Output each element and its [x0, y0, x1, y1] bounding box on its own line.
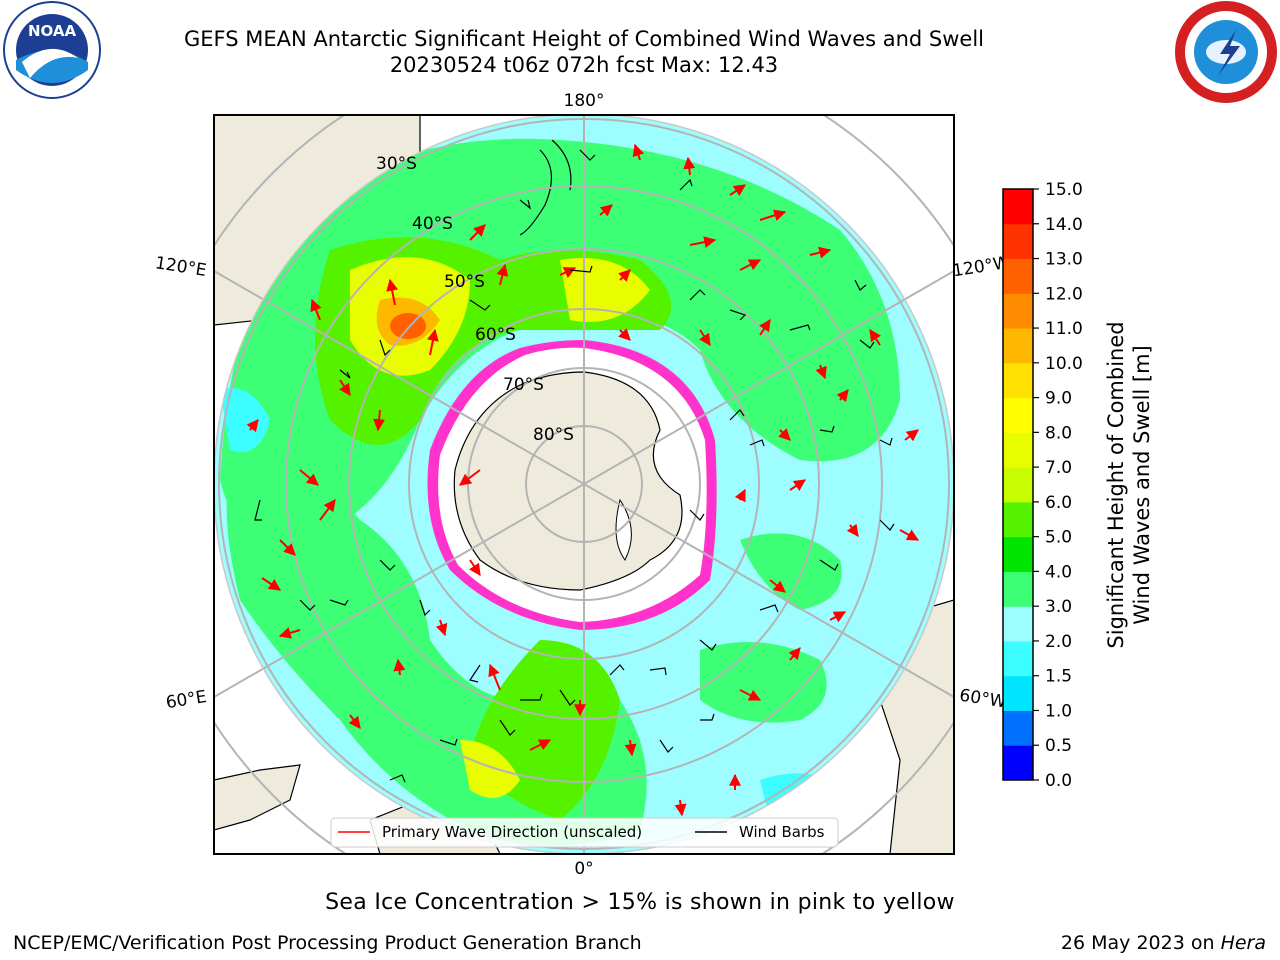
colorbar-tick-label: 14.0 [1045, 215, 1083, 235]
map-subtitle: 20230524 t06z 072h fcst Max: 12.43 [389, 53, 779, 77]
lat-label-80s: 80°S [533, 425, 574, 445]
colorbar-segment [1003, 223, 1033, 260]
colorbar-tick-label: 1.0 [1045, 701, 1072, 721]
colorbar-tick-label: 1.5 [1045, 667, 1072, 687]
colorbar-segment [1003, 467, 1033, 503]
colorbar-tick-label: 5.0 [1045, 528, 1072, 548]
colorbar-segment [1003, 258, 1033, 294]
footer-host: Hera [1220, 932, 1266, 954]
colorbar-label-line1: Significant Height of Combined [1104, 321, 1128, 648]
colorbar-segment [1003, 328, 1033, 364]
colorbar: 0.0 0.5 1.0 1.5 2.0 3.0 4.0 5.0 6.0 7.0 8.0 9.0 10.0… [1002, 180, 1083, 791]
colorbar-tick-label: 3.0 [1045, 597, 1072, 617]
latitude-labels: 30°S 40°S 50°S 60°S 70°S 80°S [376, 154, 574, 445]
nws-logo [1175, 1, 1277, 103]
noaa-logo-text: NOAA [28, 22, 77, 40]
colorbar-tick-label: 12.0 [1045, 284, 1083, 304]
colorbar-segment [1003, 397, 1033, 433]
colorbar-tick-label: 6.0 [1045, 493, 1072, 513]
colorbar-segment [1003, 293, 1033, 329]
colorbar-segment [1003, 606, 1033, 642]
colorbar-tick-label: 0.0 [1045, 771, 1072, 791]
wave-direction-arrows [246, 143, 920, 817]
colorbar-segment [1003, 710, 1033, 746]
colorbar-segment [1003, 362, 1033, 399]
colorbar-segment [1003, 640, 1033, 677]
colorbar-segment [1003, 571, 1033, 607]
colorbar-tick-label: 9.0 [1045, 389, 1072, 409]
lon-label-0: 0° [574, 859, 593, 879]
lon-label-60w: 60°W [958, 686, 1008, 713]
colorbar-segment [1003, 745, 1033, 781]
lat-label-50s: 50°S [444, 272, 485, 292]
sea-ice-note: Sea Ice Concentration > 15% is shown in … [325, 890, 955, 915]
legend-wave-direction: Primary Wave Direction (unscaled) [382, 823, 642, 841]
colorbar-tick-label: 11.0 [1045, 319, 1083, 339]
colorbar-segment [1003, 536, 1033, 572]
map-legend: Primary Wave Direction (unscaled) Wind B… [330, 817, 839, 848]
legend-wind-barbs: Wind Barbs [739, 823, 825, 841]
colorbar-tick-label: 8.0 [1045, 423, 1072, 443]
lon-label-180: 180° [564, 91, 605, 111]
map-title: GEFS MEAN Antarctic Significant Height o… [183, 27, 985, 51]
colorbar-frame [1002, 188, 1034, 781]
colorbar-tick-label: 15.0 [1045, 180, 1083, 200]
wind-barbs [254, 149, 895, 783]
noaa-logo: NOAA [3, 1, 101, 99]
footer-date: 26 May 2023 on Hera [1061, 932, 1266, 954]
lat-label-70s: 70°S [503, 375, 544, 395]
footer-date-text: 26 May 2023 on [1060, 932, 1221, 954]
lon-label-60e: 60°E [164, 687, 208, 713]
colorbar-tick-label: 13.0 [1045, 250, 1083, 270]
lat-label-40s: 40°S [412, 214, 453, 234]
colorbar-tick-label: 10.0 [1045, 354, 1083, 374]
colorbar-tick-label: 4.0 [1045, 562, 1072, 582]
lat-label-60s: 60°S [475, 325, 516, 345]
lat-label-30s: 30°S [376, 154, 417, 174]
colorbar-tick-label: 7.0 [1045, 458, 1072, 478]
colorbar-segment [1003, 501, 1033, 538]
footer-org: NCEP/EMC/Verification Post Processing Pr… [13, 932, 642, 954]
colorbar-label-line2: Wind Waves and Swell [m] [1130, 345, 1154, 625]
lon-label-120e: 120°E [154, 253, 208, 281]
colorbar-segment [1003, 675, 1033, 711]
colorbar-tick-label: 2.0 [1045, 632, 1072, 652]
colorbar-tick-label: 0.5 [1045, 736, 1072, 756]
colorbar-segment [1003, 432, 1033, 468]
colorbar-segment [1003, 189, 1033, 225]
